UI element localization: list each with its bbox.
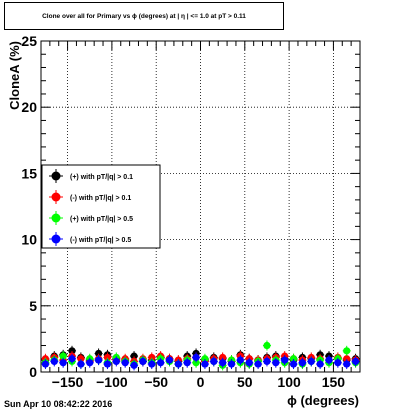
data-point <box>174 360 182 368</box>
data-point <box>59 359 67 367</box>
x-tick-label: −50 <box>144 374 168 390</box>
legend-marker <box>51 192 61 202</box>
y-tick-label: 10 <box>21 232 37 248</box>
data-point <box>165 356 174 364</box>
data-point <box>86 359 94 367</box>
data-point <box>281 356 289 364</box>
data-point <box>219 359 227 367</box>
data-point <box>343 347 351 355</box>
data-point <box>272 359 280 367</box>
legend-marker <box>51 171 61 181</box>
legend: (+) with pT/|q| > 0.1 (-) with pT/|q| > 0… <box>41 164 161 249</box>
x-tick-label: 50 <box>237 374 253 390</box>
data-point <box>343 355 351 363</box>
y-tick-label: 0 <box>29 364 37 380</box>
data-point <box>103 353 112 362</box>
data-point <box>50 357 58 366</box>
data-point <box>121 359 129 367</box>
data-point <box>263 357 271 366</box>
axes: −150 −100 −50 0 50 100 150 0 5 10 15 20 25 ϕ (degrees… <box>7 33 361 408</box>
data-point <box>183 359 191 367</box>
data-point <box>219 353 227 362</box>
chart-title: Clone over all for Primary vs ϕ (degrees… <box>42 13 246 20</box>
data-point <box>289 360 298 368</box>
y-tick-label: 25 <box>21 33 37 49</box>
y-tick-label: 5 <box>29 298 37 314</box>
x-axis-label: ϕ (degrees) <box>287 393 359 408</box>
data-point <box>343 360 351 368</box>
legend-label: (-) with pT/|q| > 0.1 <box>70 195 131 202</box>
data-point <box>68 355 76 363</box>
data-point <box>59 352 67 360</box>
legend-label: (-) with pT/|q| > 0.5 <box>70 237 131 244</box>
y-tick-label: 15 <box>21 165 37 181</box>
data-point <box>298 359 307 367</box>
data-point <box>94 356 103 364</box>
legend-label: (+) with pT/|q| > 0.5 <box>70 216 133 223</box>
y-axis-label: CloneA (%) <box>7 41 22 110</box>
series-3 <box>41 352 360 371</box>
data-point <box>192 353 200 362</box>
data-point <box>210 357 218 366</box>
y-tick-label: 20 <box>21 99 37 115</box>
data-point <box>139 357 147 366</box>
x-tick-label: 0 <box>197 374 205 390</box>
data-point <box>351 357 360 366</box>
legend-box <box>41 164 161 249</box>
data-point <box>112 357 120 366</box>
data-point <box>68 347 76 355</box>
data-point <box>148 353 156 362</box>
data-point <box>130 361 138 369</box>
data-point <box>227 360 236 368</box>
data-point <box>236 356 244 364</box>
data-point <box>41 360 50 368</box>
data-point <box>130 352 138 360</box>
data-point <box>316 360 324 368</box>
legend-marker <box>51 213 61 223</box>
data-point <box>77 355 85 363</box>
data-point <box>77 360 85 368</box>
x-tick-label: −150 <box>52 374 84 390</box>
data-point <box>103 360 112 368</box>
title-box: Clone over all for Primary vs ϕ (degrees… <box>4 2 284 30</box>
legend-label: (+) with pT/|q| > 0.1 <box>70 174 133 181</box>
data-point <box>245 359 253 367</box>
data-point <box>334 359 342 367</box>
legend-marker <box>51 234 61 244</box>
data-point <box>307 357 315 366</box>
data-point <box>201 360 209 368</box>
data-point <box>263 341 271 350</box>
data-points <box>41 340 360 371</box>
data-point <box>289 355 298 363</box>
data-point <box>148 360 156 368</box>
data-point <box>94 349 103 358</box>
data-point <box>325 356 333 364</box>
x-tick-label: 150 <box>322 374 346 390</box>
footer-date: Sun Apr 10 08:42:22 2016 <box>4 399 113 409</box>
x-tick-label: 100 <box>277 374 301 390</box>
x-tick-label: −100 <box>96 374 128 390</box>
data-point <box>157 359 165 367</box>
data-point <box>192 359 200 367</box>
data-point <box>201 355 209 363</box>
data-point <box>254 360 262 368</box>
